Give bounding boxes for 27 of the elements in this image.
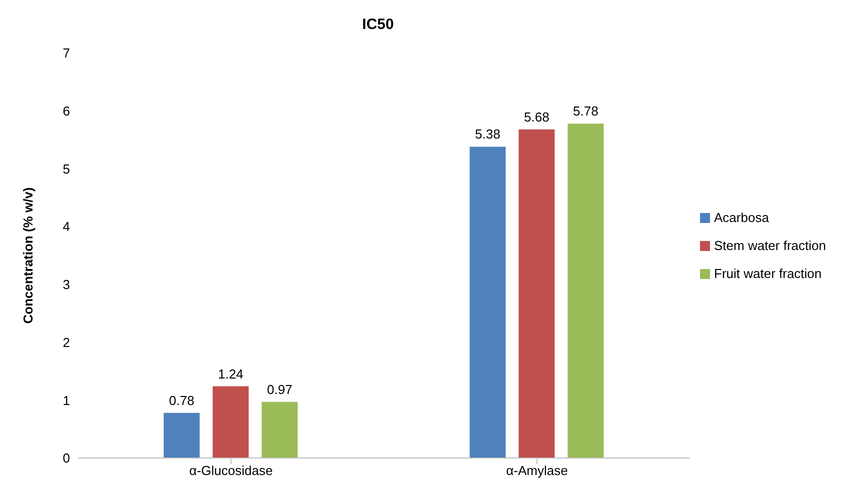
data-label: 0.78	[169, 392, 194, 408]
data-label: 5.38	[475, 126, 500, 142]
bar	[568, 124, 604, 458]
y-tick-label: 3	[62, 277, 70, 292]
y-tick-label: 1	[62, 392, 70, 408]
y-tick-label: 7	[62, 46, 70, 61]
bar	[164, 412, 200, 458]
data-label: 5.68	[524, 109, 550, 124]
bar	[212, 386, 249, 458]
legend-label: Stem water fraction	[714, 238, 826, 252]
bar	[518, 129, 555, 458]
bar	[470, 146, 506, 458]
y-tick-label: 5	[62, 161, 70, 176]
chart-title: IC50	[361, 16, 395, 33]
data-label: 1.24	[218, 366, 244, 382]
legend-label: Acarbosa	[714, 210, 769, 224]
data-label: 0.97	[267, 382, 292, 397]
legend-label: Fruit water fraction	[714, 266, 822, 280]
x-tick-label: α-Amylase	[506, 463, 568, 478]
y-tick-label: 6	[62, 103, 70, 118]
y-tick-label: 2	[62, 334, 70, 350]
data-label: 5.78	[573, 104, 598, 119]
bar	[262, 402, 298, 458]
y-tick-label: 4	[62, 219, 70, 234]
x-tick-label: α-Glucosidase	[189, 463, 273, 478]
y-axis-title: Concentration (% w/v)	[20, 187, 36, 324]
y-tick-label: 0	[62, 450, 70, 466]
